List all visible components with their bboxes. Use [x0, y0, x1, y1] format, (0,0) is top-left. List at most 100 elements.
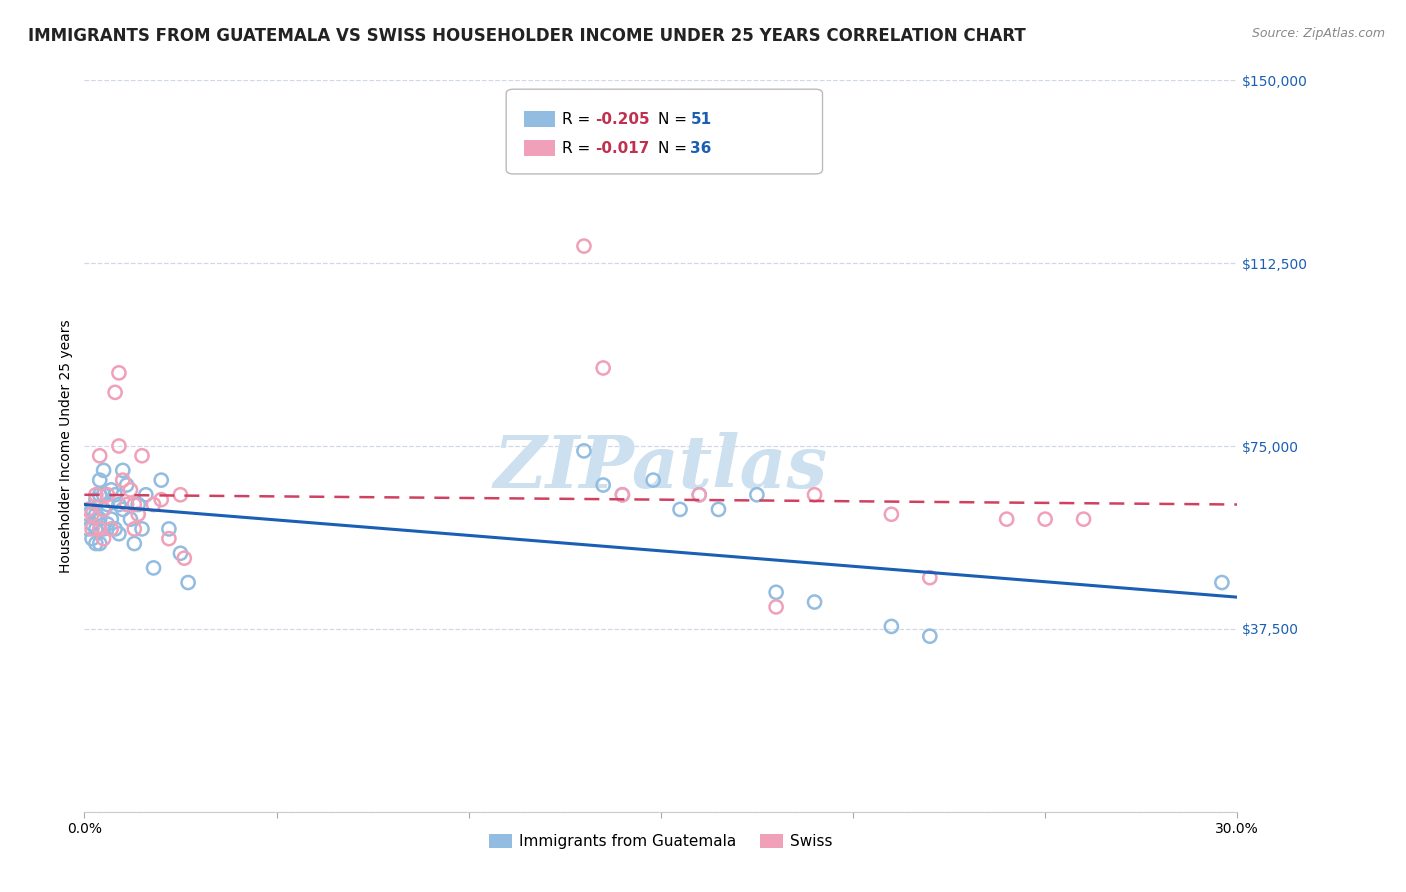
Point — [84, 492, 107, 507]
Point — [100, 512, 122, 526]
Point — [80, 522, 103, 536]
Text: -0.205: -0.205 — [595, 112, 650, 127]
Point — [89, 536, 111, 550]
Point — [765, 585, 787, 599]
Point — [84, 522, 107, 536]
Point — [173, 551, 195, 566]
Text: -0.017: -0.017 — [595, 142, 650, 156]
Text: Source: ZipAtlas.com: Source: ZipAtlas.com — [1251, 27, 1385, 40]
Point — [84, 488, 107, 502]
Point — [131, 522, 153, 536]
Point — [150, 473, 173, 487]
Point — [84, 536, 107, 550]
Point — [111, 473, 134, 487]
Text: 36: 36 — [690, 142, 711, 156]
Point — [592, 478, 614, 492]
Point — [120, 512, 142, 526]
Point — [124, 498, 146, 512]
Point — [89, 449, 111, 463]
Point — [93, 502, 115, 516]
Point — [93, 502, 115, 516]
Point — [104, 385, 127, 400]
Point — [80, 516, 103, 531]
Point — [100, 522, 122, 536]
Point — [96, 516, 118, 531]
Point — [77, 502, 100, 516]
Point — [131, 449, 153, 463]
Text: IMMIGRANTS FROM GUATEMALA VS SWISS HOUSEHOLDER INCOME UNDER 25 YEARS CORRELATION: IMMIGRANTS FROM GUATEMALA VS SWISS HOUSE… — [28, 27, 1026, 45]
Point — [643, 473, 665, 487]
Point — [96, 498, 118, 512]
Point — [157, 522, 180, 536]
Point — [104, 522, 127, 536]
Point — [115, 498, 138, 512]
Point — [80, 532, 103, 546]
Point — [157, 532, 180, 546]
Text: ZIPatlas: ZIPatlas — [494, 433, 828, 503]
Point — [612, 488, 634, 502]
Point — [108, 366, 131, 380]
Text: N =: N = — [658, 112, 692, 127]
Point — [688, 488, 710, 502]
Point — [880, 508, 903, 522]
Point — [80, 502, 103, 516]
Point — [77, 522, 100, 536]
Legend: Immigrants from Guatemala, Swiss: Immigrants from Guatemala, Swiss — [482, 828, 839, 855]
Point — [127, 508, 149, 522]
Point — [93, 488, 115, 502]
Point — [169, 546, 191, 560]
Point — [111, 463, 134, 477]
Point — [89, 522, 111, 536]
Point — [592, 361, 614, 376]
Point — [142, 498, 165, 512]
Point — [803, 595, 825, 609]
Point — [572, 443, 595, 458]
Point — [1073, 512, 1095, 526]
Text: N =: N = — [658, 142, 692, 156]
Point — [100, 483, 122, 497]
Point — [89, 473, 111, 487]
Point — [93, 463, 115, 477]
Point — [612, 488, 634, 502]
Point — [803, 488, 825, 502]
Point — [669, 502, 692, 516]
Point — [89, 512, 111, 526]
Y-axis label: Householder Income Under 25 years: Householder Income Under 25 years — [59, 319, 73, 573]
Point — [995, 512, 1018, 526]
Point — [124, 536, 146, 550]
Point — [77, 508, 100, 522]
Point — [177, 575, 200, 590]
Point — [124, 522, 146, 536]
Point — [918, 571, 941, 585]
Point — [688, 488, 710, 502]
Point — [108, 439, 131, 453]
Point — [150, 492, 173, 507]
Point — [127, 498, 149, 512]
Point — [745, 488, 768, 502]
Point — [880, 619, 903, 633]
Text: R =: R = — [562, 112, 596, 127]
Point — [1211, 575, 1233, 590]
Point — [108, 526, 131, 541]
Point — [120, 483, 142, 497]
Point — [142, 561, 165, 575]
Point — [572, 239, 595, 253]
Point — [96, 488, 118, 502]
Point — [80, 508, 103, 522]
Text: 51: 51 — [690, 112, 711, 127]
Point — [108, 498, 131, 512]
Point — [111, 502, 134, 516]
Point — [115, 478, 138, 492]
Point — [93, 522, 115, 536]
Point — [89, 488, 111, 502]
Point — [918, 629, 941, 643]
Point — [169, 488, 191, 502]
Point — [104, 488, 127, 502]
Point — [84, 508, 107, 522]
Point — [135, 488, 157, 502]
Point — [765, 599, 787, 614]
Text: R =: R = — [562, 142, 596, 156]
Point — [1033, 512, 1056, 526]
Point — [707, 502, 730, 516]
Point — [93, 532, 115, 546]
